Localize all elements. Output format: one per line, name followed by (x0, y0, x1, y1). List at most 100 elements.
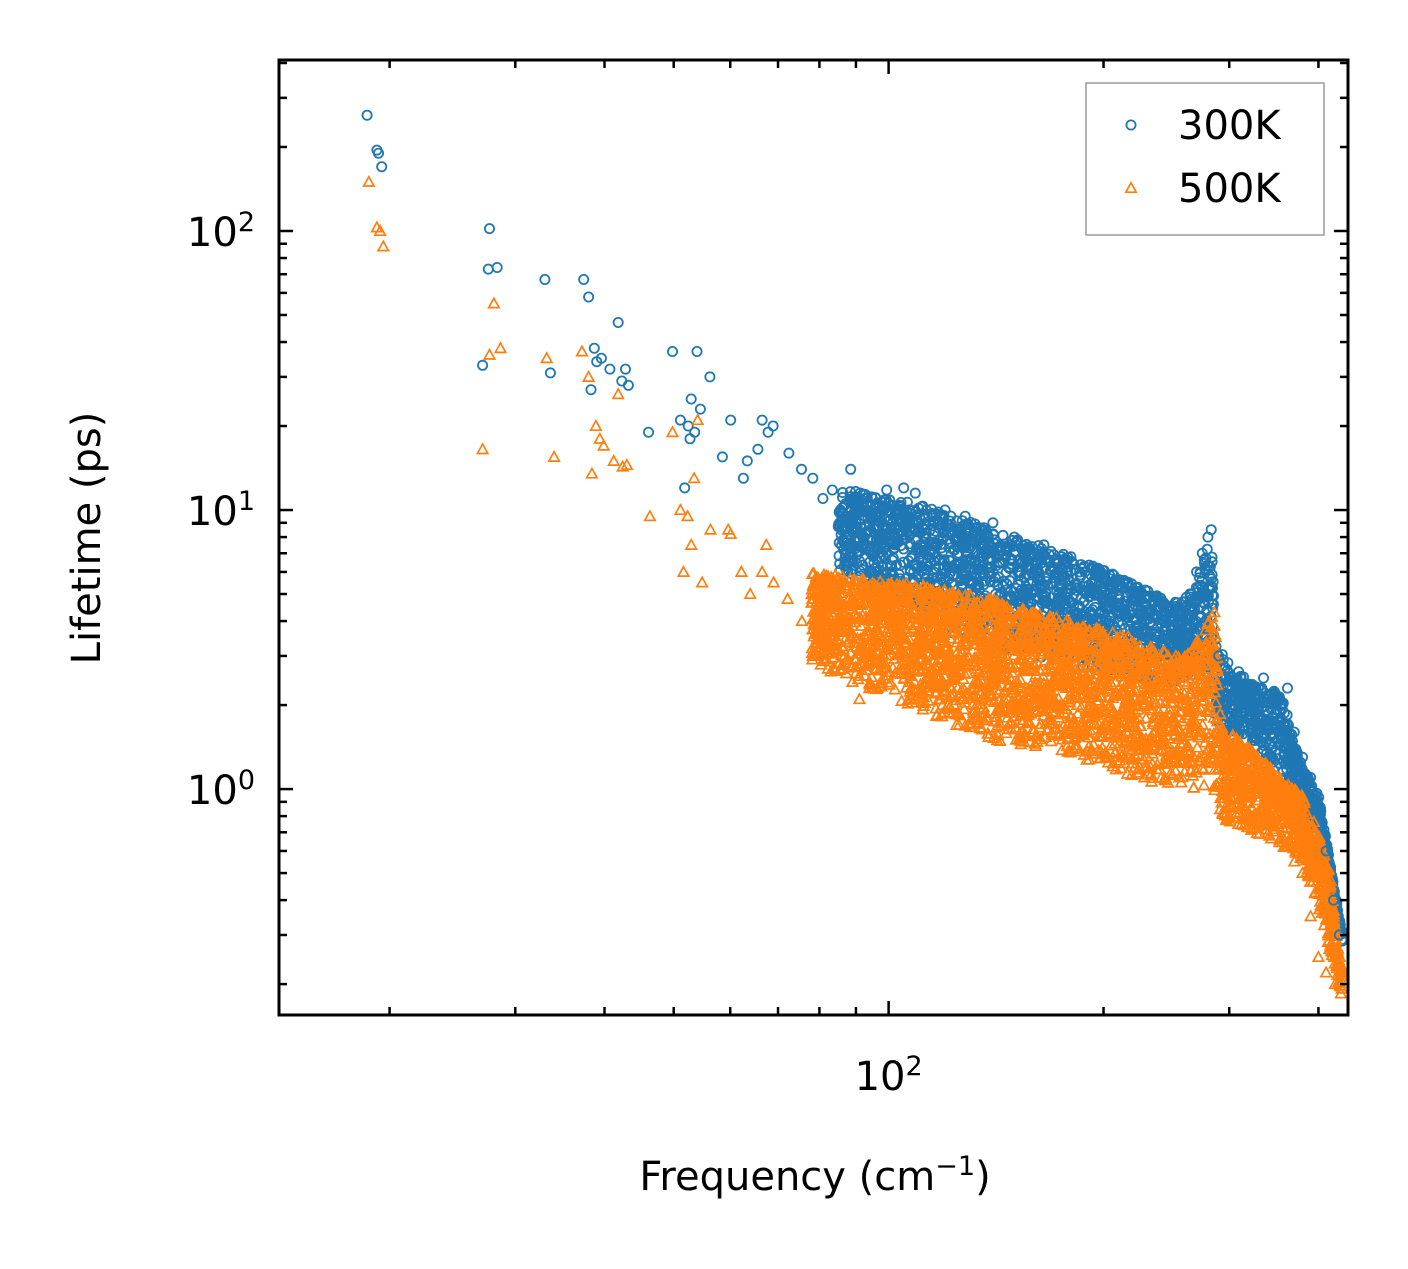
scatter-point-300K (1171, 636, 1183, 648)
scatter-point-300K (915, 526, 927, 538)
scatter-point-500K (916, 702, 930, 715)
bulk-500K (804, 566, 1349, 994)
scatter-point-300K (893, 521, 905, 533)
scatter-point-300K (1151, 630, 1163, 642)
scatter-point-300K (893, 508, 905, 520)
scatter-point-500K (1172, 721, 1186, 734)
scatter-point-300K (879, 513, 891, 525)
scatter-point-300K (1068, 558, 1080, 570)
scatter-point-500K (945, 690, 959, 703)
scatter-point-300K (909, 525, 921, 537)
scatter-point-500K (1147, 710, 1161, 723)
scatter-point-500K (1044, 661, 1058, 674)
scatter-point-300K (859, 488, 871, 500)
scatter-point-300K (978, 579, 990, 591)
scatter-point-300K (1185, 621, 1197, 633)
scatter-point-300K (1040, 594, 1052, 606)
scatter-point-300K (1228, 712, 1240, 724)
scatter-point-300K (997, 580, 1009, 592)
scatter-point-300K (1087, 609, 1099, 621)
scatter-point-300K (1004, 554, 1016, 566)
scatter-point-300K (1087, 604, 1099, 616)
scatter-point-300K (1003, 561, 1015, 573)
scatter-point-300K (1254, 699, 1266, 711)
scatter-point-500K (859, 663, 873, 675)
scatter-point-300K (1033, 540, 1045, 552)
scatter-point-300K (1201, 559, 1213, 571)
scatter-point-500K (1209, 695, 1223, 708)
scatter-point-300K (1157, 598, 1169, 610)
bulk-scatter-cloud (804, 485, 1349, 994)
scatter-point-300K (1135, 603, 1147, 615)
scatter-point-500K (1037, 676, 1051, 689)
scatter-point-500K (1199, 658, 1214, 671)
scatter-point-300K (842, 535, 854, 547)
scatter-point-300K (1250, 716, 1262, 728)
scatter-point-500K (1209, 660, 1224, 673)
scatter-point-300K (1162, 647, 1174, 659)
scatter-point-300K (837, 491, 849, 503)
scatter-point-500K (904, 691, 918, 704)
scatter-point-300K (1030, 556, 1042, 568)
scatter-point-300K (980, 544, 992, 556)
scatter-point-300K (1282, 751, 1294, 763)
scatter-point-500K (1073, 744, 1087, 757)
scatter-point-500K (893, 667, 908, 679)
scatter-point-500K (1026, 724, 1041, 737)
scatter-point-500K (1307, 815, 1321, 828)
scatter-point-300K (975, 522, 987, 534)
scatter-point-500K (1294, 840, 1308, 853)
scatter-point-300K (1280, 758, 1292, 770)
scatter-point-500K (1046, 673, 1061, 686)
scatter-point-500K (1033, 732, 1048, 745)
scatter-point-300K (888, 544, 900, 556)
scatter-point-300K (979, 532, 991, 544)
scatter-point-500K (1017, 734, 1031, 747)
scatter-point-500K (1177, 674, 1191, 687)
scatter-point-300K (1231, 672, 1243, 684)
scatter-point-500K (1175, 714, 1189, 727)
scatter-point-300K (1235, 671, 1247, 683)
scatter-point-500K (1158, 710, 1173, 722)
scatter-point-300K (1113, 574, 1125, 586)
scatter-point-500K (856, 608, 870, 621)
scatter-point-300K (887, 538, 899, 550)
scatter-point-300K (1099, 574, 1111, 586)
scatter-point-500K (1113, 736, 1127, 749)
scatter-point-500K (837, 573, 851, 586)
scatter-point-300K (1092, 587, 1104, 599)
scatter-point-300K (1071, 607, 1083, 619)
scatter-point-300K (1295, 767, 1307, 779)
scatter-point-500K (953, 708, 967, 721)
scatter-point-500K (876, 631, 890, 644)
scatter-point-300K (1283, 745, 1295, 757)
scatter-point-300K (917, 552, 929, 564)
scatter-point-500K (845, 626, 859, 639)
scatter-point-300K (954, 559, 966, 571)
scatter-point-300K (1267, 718, 1279, 730)
scatter-point-300K (1083, 579, 1095, 591)
scatter-point-300K (982, 567, 994, 579)
scatter-point-500K (1139, 711, 1153, 724)
scatter-point-300K (934, 523, 946, 535)
scatter-point-300K (1221, 711, 1233, 723)
scatter-point-300K (1175, 599, 1187, 611)
scatter-point-300K (1033, 572, 1045, 584)
scatter-point-300K (944, 515, 956, 527)
scatter-point-500K (1208, 672, 1222, 685)
scatter-point-500K (1203, 687, 1217, 700)
scatter-point-500K (905, 622, 919, 635)
scatter-point-300K (885, 508, 897, 520)
scatter-point-500K (1045, 634, 1059, 647)
scatter-point-300K (1024, 549, 1036, 561)
scatter-point-500K (1207, 626, 1222, 639)
scatter-point-500K (1080, 709, 1095, 722)
scatter-point-300K (1246, 694, 1258, 706)
scatter-point-500K (1199, 704, 1213, 717)
scatter-point-500K (1145, 663, 1160, 676)
scatter-point-300K (864, 544, 876, 556)
scatter-point-300K (1141, 591, 1153, 603)
scatter-point-300K (1286, 728, 1298, 740)
scatter-point-300K (1230, 685, 1242, 697)
scatter-point-300K (839, 498, 851, 510)
